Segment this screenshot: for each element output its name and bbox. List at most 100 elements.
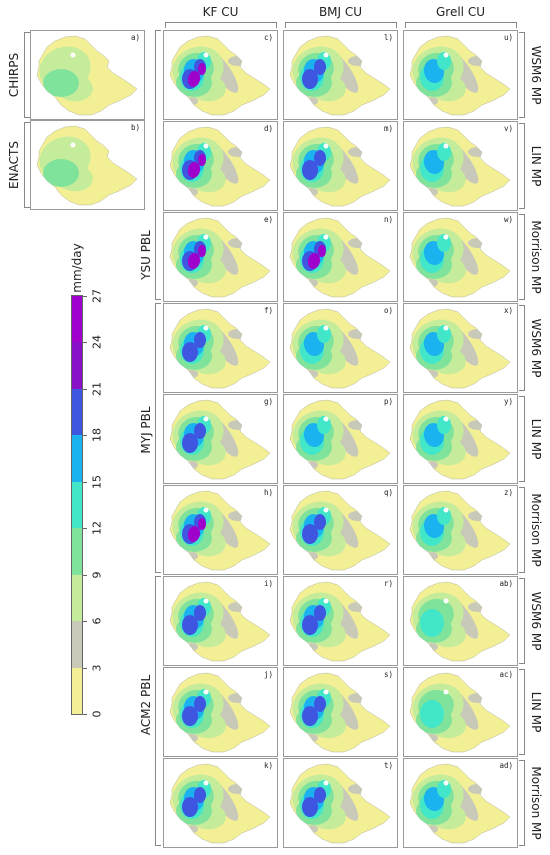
- lake-tana: [203, 598, 209, 604]
- colorbar-segment: [72, 528, 82, 575]
- mp-label: WSM6 MP: [529, 45, 543, 105]
- precip-region: [194, 696, 206, 712]
- precip-region: [314, 150, 326, 166]
- precip-region: [228, 147, 248, 157]
- panel-tag: n): [383, 215, 393, 224]
- panel-tag: d): [263, 124, 273, 133]
- mp-label: Morrison MP: [529, 220, 543, 294]
- panel-tag: o): [383, 306, 393, 315]
- column-bracket-bmj: [285, 22, 397, 28]
- precip-region: [307, 253, 321, 269]
- colorbar-tick-label: 24: [90, 335, 104, 350]
- mp-bracket: [519, 487, 525, 573]
- precip-region: [228, 784, 248, 794]
- mp-label: Morrison MP: [529, 766, 543, 840]
- model-panel: l): [283, 30, 398, 120]
- lake-tana: [323, 780, 329, 786]
- colorbar-tick-label: 21: [90, 381, 104, 396]
- ethiopia-map: [289, 399, 391, 480]
- pbl-label-myj: MYJ PBL: [139, 406, 153, 454]
- panel-tag: u): [503, 33, 513, 42]
- precip-region: [187, 253, 201, 269]
- pbl-label-acm2: ACM2 PBL: [139, 674, 153, 736]
- model-panel: o): [283, 303, 398, 393]
- precip-region: [182, 342, 198, 362]
- ethiopia-map: [289, 763, 391, 844]
- panel-tag: w): [503, 215, 513, 224]
- ethiopia-map: [169, 672, 271, 753]
- mp-label: Morrison MP: [529, 493, 543, 567]
- colorbar-tick-label: 9: [90, 571, 104, 579]
- model-panel: p): [283, 394, 398, 484]
- precip-region: [348, 511, 368, 521]
- precip-region: [468, 238, 488, 248]
- precip-region: [302, 797, 318, 817]
- mp-bracket: [519, 305, 525, 391]
- lake-tana: [443, 234, 449, 240]
- precip-region: [182, 706, 198, 726]
- ethiopia-map: [409, 126, 511, 207]
- precip-region: [420, 609, 444, 637]
- colorbar-segment: [72, 435, 82, 482]
- precip-region: [43, 159, 79, 187]
- mp-label: LIN MP: [529, 418, 543, 460]
- lake-tana: [203, 234, 209, 240]
- panel-tag: v): [503, 124, 513, 133]
- precip-region: [228, 511, 248, 521]
- ethiopia-map: [289, 490, 391, 571]
- ethiopia-map: [409, 581, 511, 662]
- precip-region: [468, 329, 488, 339]
- obs-label-enacts: ENACTS: [7, 141, 21, 189]
- lake-tana: [203, 325, 209, 331]
- panel-tag: ad): [499, 761, 513, 770]
- mp-label: WSM6 MP: [529, 318, 543, 378]
- model-panel: q): [283, 485, 398, 575]
- ethiopia-map: [289, 581, 391, 662]
- column-header-kf-cu: KF CU: [202, 5, 239, 19]
- model-panel: i): [163, 576, 278, 666]
- column-bracket-grell: [405, 22, 517, 28]
- panel-tag: f): [263, 306, 273, 315]
- model-panel: x): [403, 303, 518, 393]
- obs-panel-chirps: a): [30, 30, 145, 120]
- panel-tag: ab): [499, 579, 513, 588]
- model-panel: u): [403, 30, 518, 120]
- model-panel: ad): [403, 758, 518, 848]
- panel-tag: l): [383, 33, 393, 42]
- model-panel: z): [403, 485, 518, 575]
- model-panel: y): [403, 394, 518, 484]
- lake-tana: [323, 143, 329, 149]
- lake-tana: [323, 52, 329, 58]
- ethiopia-map: [409, 763, 511, 844]
- panel-tag: z): [503, 488, 513, 497]
- precip-region: [348, 693, 368, 703]
- mp-label: LIN MP: [529, 145, 543, 187]
- precip-region: [187, 71, 201, 87]
- precip-region: [194, 605, 206, 621]
- panel-tag: m): [383, 124, 393, 133]
- precip-region: [348, 147, 368, 157]
- mp-bracket: [519, 669, 525, 755]
- panel-tag: t): [383, 761, 393, 770]
- model-panel: ab): [403, 576, 518, 666]
- colorbar-tick-mark: [83, 388, 87, 390]
- ethiopia-map: [169, 581, 271, 662]
- precip-region: [314, 514, 326, 530]
- precip-region: [302, 615, 318, 635]
- lake-tana: [70, 52, 76, 58]
- colorbar-tick-mark: [83, 714, 87, 715]
- model-panel: r): [283, 576, 398, 666]
- colorbar-segment: [72, 481, 82, 529]
- precip-region: [468, 511, 488, 521]
- model-panel: e): [163, 212, 278, 302]
- column-bracket-kf: [165, 22, 277, 28]
- ethiopia-map: [36, 125, 138, 206]
- ethiopia-map: [409, 399, 511, 480]
- model-panel: s): [283, 667, 398, 757]
- colorbar-tick-label: 0: [90, 710, 104, 718]
- colorbar-tick-label: 12: [90, 521, 104, 536]
- precip-region: [302, 160, 318, 180]
- model-panel: k): [163, 758, 278, 848]
- model-panel: w): [403, 212, 518, 302]
- precip-region: [314, 605, 326, 621]
